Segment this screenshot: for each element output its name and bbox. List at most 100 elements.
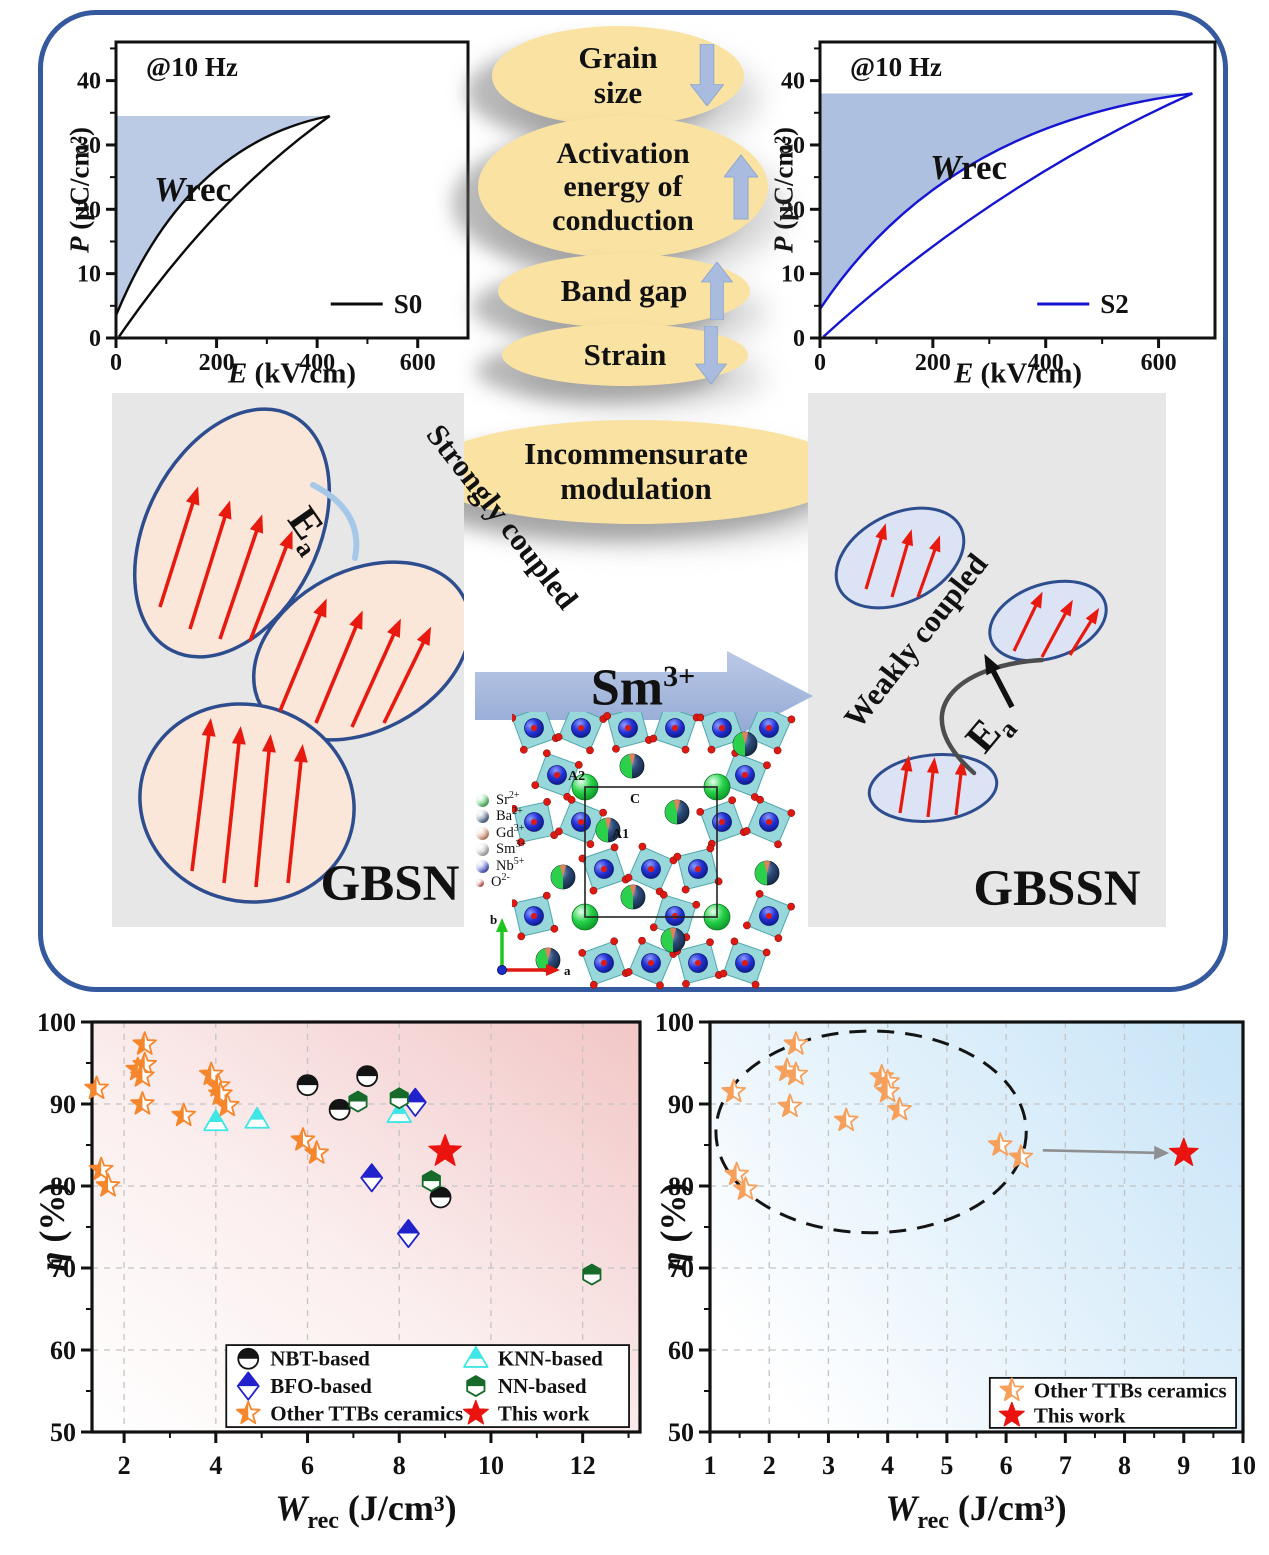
ion-label: O2- xyxy=(491,872,510,891)
svg-text:200: 200 xyxy=(199,350,235,376)
svg-text:This work: This work xyxy=(1034,1403,1126,1427)
marker-half-star xyxy=(724,1161,749,1186)
svg-text:20: 20 xyxy=(77,197,101,223)
frequency-annotation: @10 Hz xyxy=(850,52,942,82)
comparison-chart-ttb-ceramics: η (%) Wrec (J/cm³) 1 2 3 4 5 6 7 8 9 10 50 60 70 80 90… xyxy=(645,1008,1256,1548)
marker-half-star xyxy=(999,1377,1025,1401)
svg-text:80: 80 xyxy=(668,1172,694,1201)
bubble-label: Strain xyxy=(583,336,667,372)
svg-text:600: 600 xyxy=(400,350,436,376)
gbsn-domain-panel xyxy=(112,393,464,927)
svg-text:A2: A2 xyxy=(568,769,585,784)
gbssn-label: GBSSN xyxy=(973,861,1141,917)
marker-half-diamond xyxy=(360,1163,384,1193)
svg-text:Other TTBs ceramics: Other TTBs ceramics xyxy=(270,1401,463,1425)
svg-text:a: a xyxy=(564,963,571,978)
svg-text:10: 10 xyxy=(1230,1451,1255,1480)
marker-half-star xyxy=(84,1075,109,1100)
factor-bubble-2: Band gap xyxy=(498,254,750,328)
svg-text:60: 60 xyxy=(668,1336,694,1365)
svg-text:4: 4 xyxy=(881,1451,894,1480)
svg-text:10: 10 xyxy=(478,1451,504,1480)
svg-text:3: 3 xyxy=(822,1451,835,1480)
svg-text:100: 100 xyxy=(655,1008,694,1037)
svg-text:30: 30 xyxy=(77,133,101,159)
pe-loop-chart-s0: @10 Hz Wrec P (μC/cm²) E (kV/cm) 0 200 400… xyxy=(58,30,478,423)
bubble-label: Activation energy of conduction xyxy=(552,136,694,237)
pe-loop-chart-s2: @10 Hz Wrec P (μC/cm²) E (kV/cm) 0 200 400… xyxy=(762,30,1224,423)
marker-half-triangle xyxy=(244,1106,270,1129)
marker-half-circle xyxy=(296,1074,319,1097)
marker-half-star xyxy=(208,1081,233,1105)
marker-half-star xyxy=(132,1031,158,1055)
svg-text:400: 400 xyxy=(299,350,335,376)
y-axis-label: η (%) xyxy=(653,1182,693,1272)
ion-label: Nb5+ xyxy=(496,855,525,874)
gbssn-domain-panel xyxy=(808,393,1166,927)
svg-text:4: 4 xyxy=(209,1451,222,1480)
ion-label: Sr2+ xyxy=(496,789,520,808)
marker-half-circle xyxy=(429,1186,452,1209)
marker-half-star xyxy=(875,1078,900,1103)
marker-star xyxy=(462,1399,489,1425)
svg-text:NN-based: NN-based xyxy=(498,1374,587,1398)
svg-text:NBT-based: NBT-based xyxy=(270,1347,370,1371)
factor-bubble-3: Strain xyxy=(502,324,748,386)
svg-text:This work: This work xyxy=(498,1401,590,1425)
svg-text:6: 6 xyxy=(1000,1451,1013,1480)
pointer-arrow xyxy=(1042,1149,1155,1155)
svg-text:70: 70 xyxy=(50,1254,76,1283)
svg-text:A1: A1 xyxy=(612,827,629,842)
marker-half-star xyxy=(733,1176,758,1200)
marker-half-star xyxy=(833,1107,859,1132)
eta-vs-wrec-ttb-ceramics: 1 2 3 4 5 6 7 8 9 10 50 60 70 80 90 100 Other TTBs ceram… xyxy=(655,1008,1256,1480)
y-axis-label: P (μC/cm²) xyxy=(64,126,95,254)
wrec-area-label: Wrec xyxy=(930,148,1008,187)
marker-star xyxy=(428,1133,462,1166)
ion-legend-item: Sm3+ xyxy=(476,840,526,859)
marker-half-star xyxy=(235,1400,261,1425)
ion-legend-item: Sr2+ xyxy=(476,789,526,809)
up-arrow-icon xyxy=(700,262,734,320)
bubble-label: Incommensurate modulation xyxy=(524,436,748,506)
ion-legend-item: O2- xyxy=(476,872,526,892)
chart-legend-box xyxy=(225,1344,630,1428)
svg-text:100: 100 xyxy=(37,1008,76,1037)
marker-half-triangle xyxy=(203,1109,229,1132)
marker-half-star xyxy=(1008,1144,1034,1168)
ion-legend: Sr2+ Ba2+ Gd3+ Sm3+ Nb5+ O2- xyxy=(476,789,526,892)
up-arrow-icon xyxy=(724,154,758,220)
marker-half-star xyxy=(95,1173,121,1197)
marker-half-star xyxy=(130,1091,155,1115)
svg-text:40: 40 xyxy=(781,69,805,95)
svg-text:10: 10 xyxy=(781,262,805,288)
chart-legend-box xyxy=(988,1376,1237,1429)
marker-half-star xyxy=(198,1061,224,1086)
factor-bubble-0: Grain size xyxy=(492,26,744,126)
svg-text:70: 70 xyxy=(668,1254,694,1283)
down-arrow-icon xyxy=(694,326,728,384)
marker-half-circle xyxy=(328,1098,351,1121)
sm-doping-label: Sm3+ xyxy=(590,659,696,717)
svg-text:40: 40 xyxy=(77,69,101,95)
svg-text:60: 60 xyxy=(50,1336,76,1365)
x-axis-label: Wrec (J/cm³) xyxy=(275,1488,457,1535)
gbsn-label: GBSN xyxy=(320,856,460,912)
down-arrow-icon xyxy=(690,44,724,106)
pe-loop-s0: 0 200 400 600 0 10 20 30 40 S0 xyxy=(77,40,470,376)
svg-text:20: 20 xyxy=(781,197,805,223)
summary-panel-border xyxy=(38,10,1228,992)
marker-star xyxy=(998,1401,1025,1427)
svg-text:BFO-based: BFO-based xyxy=(270,1374,372,1398)
svg-text:30: 30 xyxy=(781,133,805,159)
ion-legend-item: Gd3+ xyxy=(476,823,526,842)
marker-half-star xyxy=(887,1096,912,1121)
marker-half-star xyxy=(304,1140,330,1164)
sm-ion-icon xyxy=(476,843,489,857)
svg-text:90: 90 xyxy=(50,1090,76,1119)
frequency-annotation: @10 Hz xyxy=(146,52,238,82)
svg-text:2: 2 xyxy=(118,1451,131,1480)
svg-text:8: 8 xyxy=(1118,1451,1131,1480)
marker-half-hexagon xyxy=(582,1263,602,1286)
ba-ion-icon xyxy=(476,810,489,824)
